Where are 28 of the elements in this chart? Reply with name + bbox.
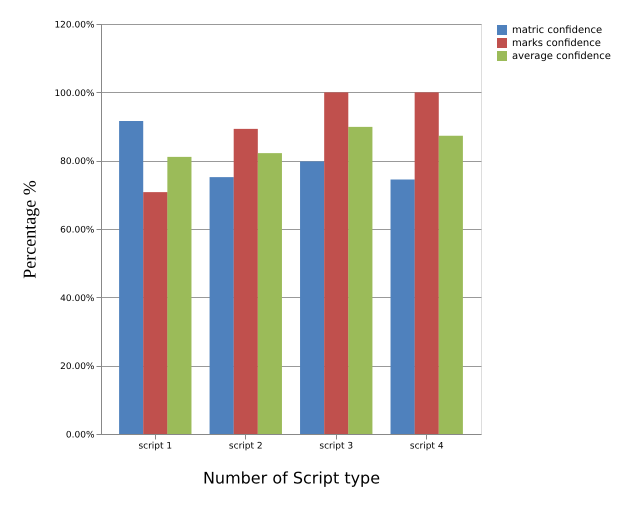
- y-tick-label: 40.00%: [60, 294, 95, 304]
- bar: [414, 92, 439, 434]
- x-tick-label: script 1: [138, 442, 172, 452]
- legend-label: marks confidence: [512, 38, 601, 49]
- y-axis-title: Percentage %: [19, 180, 40, 279]
- bar: [390, 179, 415, 434]
- bar: [438, 136, 463, 434]
- bar: [324, 92, 348, 434]
- legend-label: average confidence: [512, 51, 611, 62]
- y-tick-label: 80.00%: [60, 157, 95, 168]
- y-tick-label: 0.00%: [66, 430, 95, 440]
- y-tick-label: 60.00%: [60, 226, 95, 236]
- y-tick-label: 100.00%: [54, 88, 95, 99]
- bar: [210, 177, 234, 434]
- bar: [348, 126, 372, 434]
- bar: [143, 192, 168, 434]
- bar: [234, 128, 258, 434]
- x-axis-title: Number of Script type: [202, 468, 380, 488]
- y-tick-label: 20.00%: [60, 362, 95, 372]
- x-tick-label: script 3: [319, 442, 354, 452]
- x-tick-label: script 4: [410, 442, 444, 452]
- bar: [167, 156, 192, 434]
- bar: [119, 121, 144, 434]
- bar: [258, 153, 282, 434]
- legend-label: matric confidence: [512, 25, 602, 36]
- bar: [300, 161, 324, 434]
- y-tick-label: 120.00%: [54, 20, 95, 30]
- x-tick-label: script 2: [228, 442, 263, 452]
